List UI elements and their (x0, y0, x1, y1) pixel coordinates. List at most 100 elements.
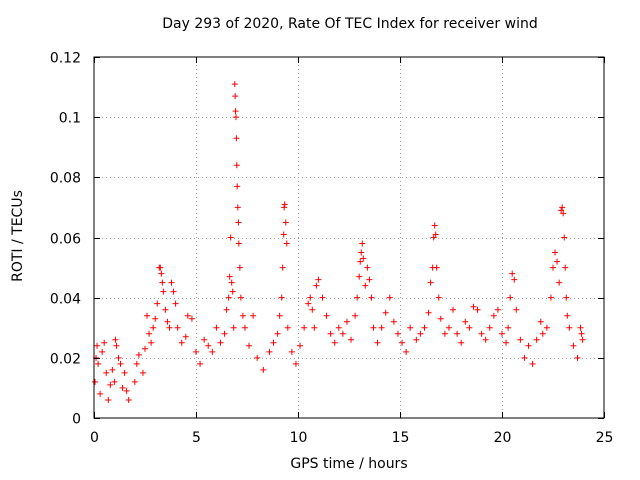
data-point (241, 324, 248, 331)
data-point (280, 231, 287, 238)
data-point (209, 348, 216, 355)
data-point (172, 300, 179, 307)
data-point (511, 276, 518, 283)
data-point (364, 264, 371, 271)
data-point (270, 339, 277, 346)
data-point (554, 258, 561, 265)
data-point (158, 270, 165, 277)
data-point (517, 336, 524, 343)
data-point (278, 294, 285, 301)
data-point (288, 348, 295, 355)
data-point (529, 360, 536, 367)
data-point (558, 207, 565, 214)
data-point (458, 339, 465, 346)
data-point (313, 282, 320, 289)
data-point (413, 336, 420, 343)
data-point (327, 330, 334, 337)
data-point (274, 330, 281, 337)
data-point (357, 258, 364, 265)
data-point (454, 330, 461, 337)
plot-frame (93, 56, 605, 419)
data-point (378, 324, 385, 331)
data-point (184, 312, 191, 319)
data-point (148, 339, 155, 346)
data-point (178, 339, 185, 346)
data-point (135, 351, 142, 358)
data-point (486, 324, 493, 331)
data-point (239, 312, 246, 319)
data-point (95, 360, 102, 367)
data-point (113, 342, 120, 349)
data-point (166, 324, 173, 331)
data-point (335, 324, 342, 331)
grid-lines (94, 57, 604, 418)
data-point (144, 312, 151, 319)
data-point (374, 339, 381, 346)
data-point (227, 234, 234, 241)
data-point (563, 294, 570, 301)
data-point (441, 330, 448, 337)
y-tick-label: 0 (72, 412, 81, 428)
x-tick-label: 25 (596, 430, 614, 446)
data-point (564, 312, 571, 319)
data-point (550, 264, 556, 271)
data-point (311, 324, 318, 331)
data-point (152, 315, 159, 322)
x-tick-label: 20 (494, 430, 512, 446)
data-point (560, 210, 567, 217)
data-point (159, 279, 166, 286)
data-point (232, 108, 239, 115)
data-point (525, 342, 532, 349)
data-point (552, 249, 559, 256)
data-point (499, 330, 505, 337)
data-point (111, 378, 118, 385)
data-point (125, 396, 132, 403)
data-point (188, 315, 195, 322)
data-point (352, 312, 359, 319)
data-point (282, 219, 289, 226)
data-point (205, 342, 212, 349)
data-point (474, 306, 481, 313)
data-point (323, 312, 330, 319)
data-point (281, 201, 288, 208)
data-point (537, 318, 544, 325)
data-point (235, 240, 242, 247)
data-point (368, 294, 375, 301)
data-point (115, 354, 122, 361)
data-point (450, 306, 457, 313)
data-point (394, 330, 401, 337)
data-point (232, 114, 239, 121)
data-point (105, 396, 112, 403)
data-point (433, 264, 440, 271)
data-point (307, 294, 314, 301)
x-tick-label: 0 (90, 430, 99, 446)
data-point (193, 348, 199, 355)
data-point (432, 231, 439, 238)
x-tick-label: 15 (392, 430, 410, 446)
data-point (445, 324, 452, 331)
data-point (562, 264, 569, 271)
data-point (133, 360, 140, 367)
data-point (276, 312, 283, 319)
data-point (509, 270, 516, 277)
scatter-points (92, 81, 586, 403)
data-point (168, 279, 175, 286)
data-point (482, 336, 489, 343)
data-point (201, 336, 208, 343)
data-point (150, 324, 157, 331)
x-tick-label: 5 (192, 430, 201, 446)
data-point (146, 330, 153, 337)
data-point (97, 390, 104, 397)
data-point (494, 306, 501, 313)
data-point (339, 330, 346, 337)
data-point (358, 249, 365, 256)
data-point (142, 345, 148, 352)
data-point (231, 81, 238, 88)
data-point (470, 303, 477, 310)
data-point (356, 273, 363, 280)
data-point (109, 366, 116, 373)
data-point (283, 240, 290, 247)
data-point (94, 342, 101, 349)
data-point (574, 354, 581, 361)
data-point (359, 240, 366, 247)
